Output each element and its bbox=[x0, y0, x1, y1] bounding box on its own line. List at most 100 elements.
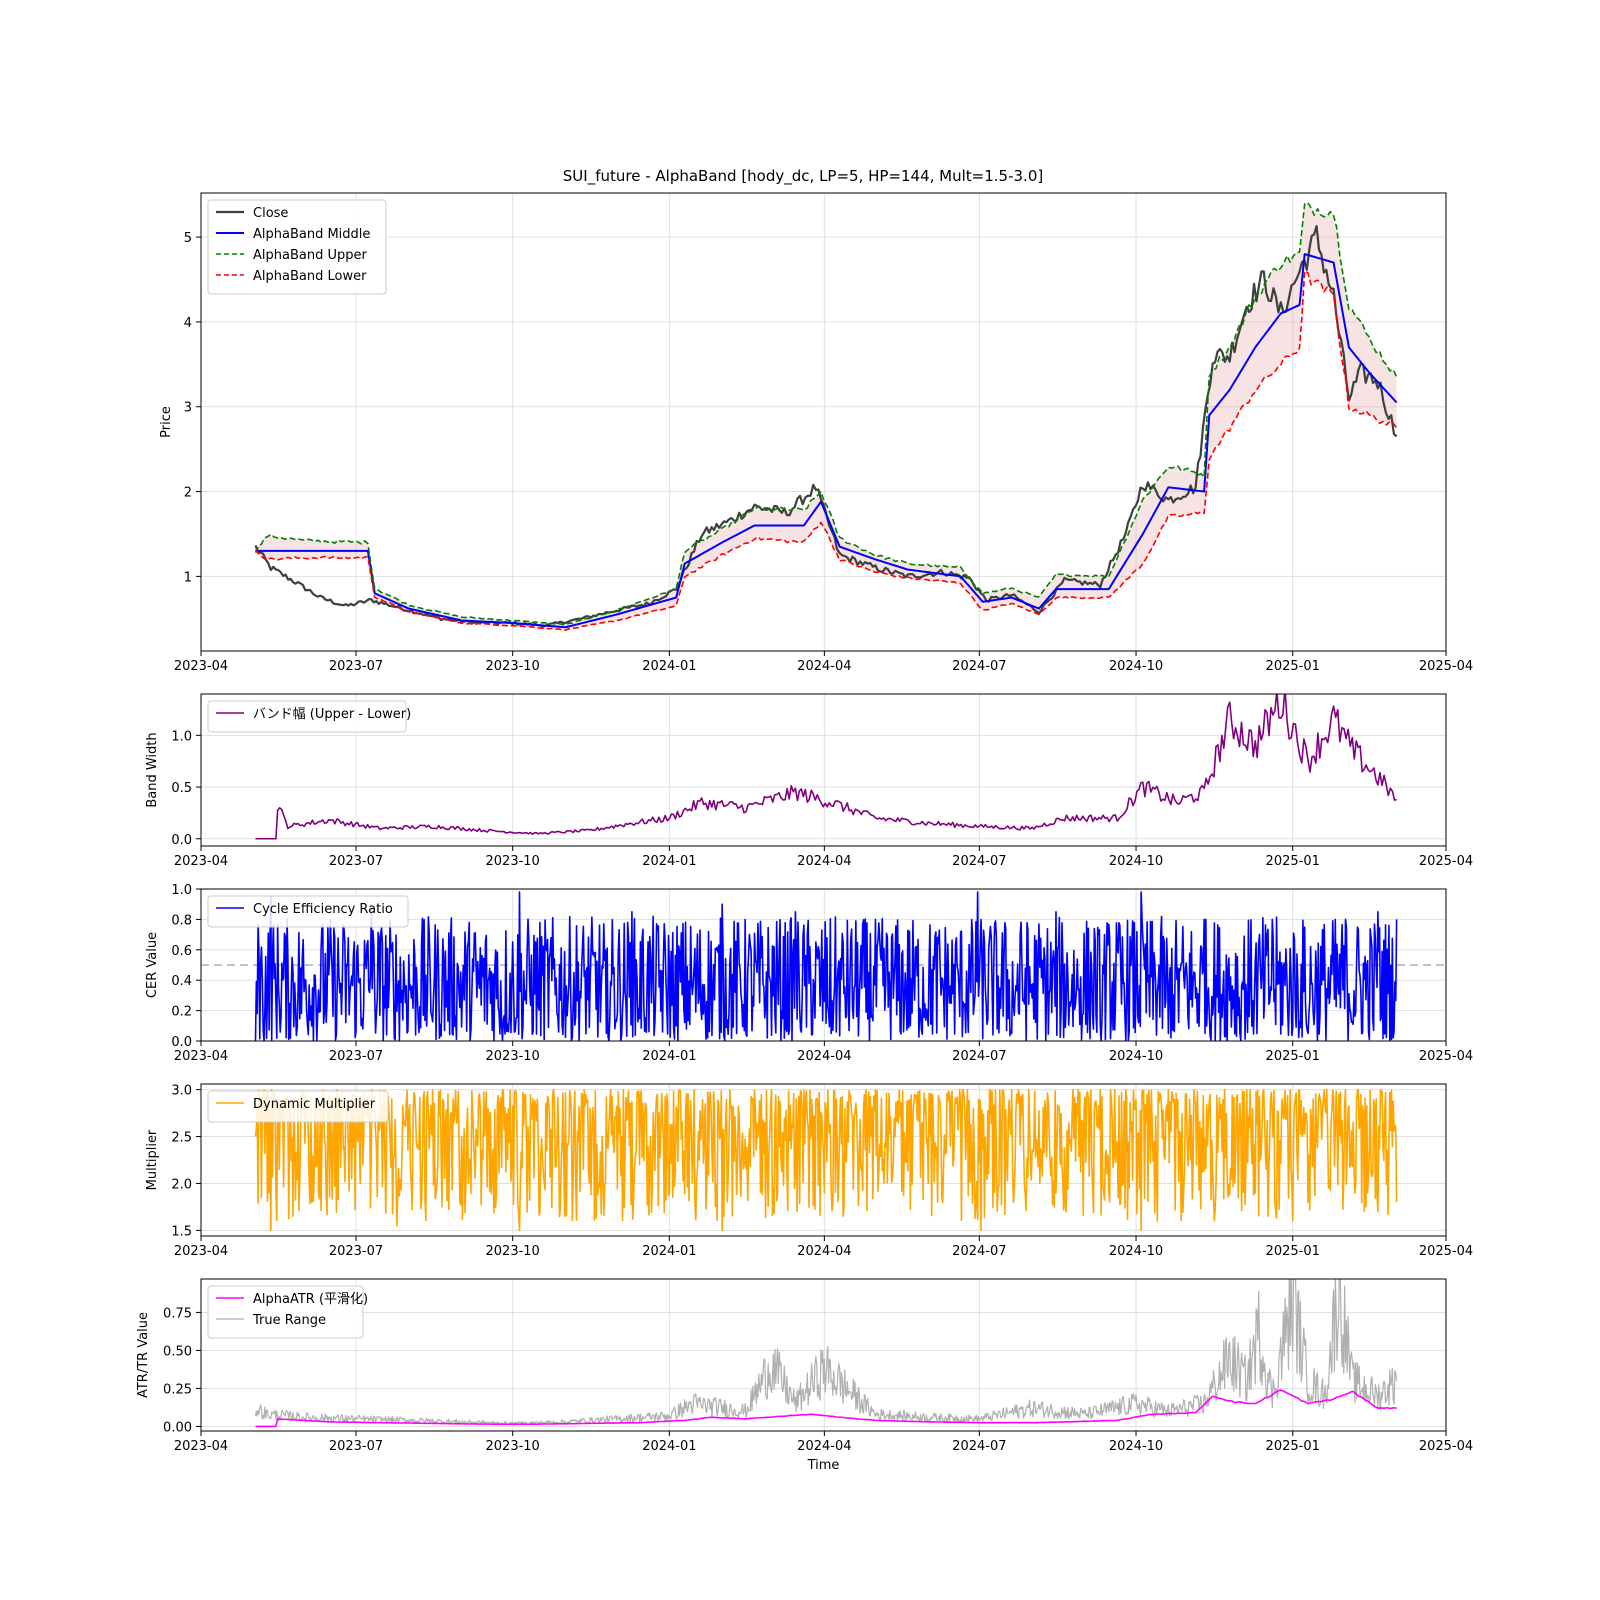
x-tick-label: 2024-04 bbox=[797, 659, 851, 674]
axes-frame bbox=[200, 888, 1447, 1042]
y-axis-label: Price bbox=[159, 406, 174, 438]
y-axis-label: Band Width bbox=[145, 732, 160, 807]
x-tick-label: 2025-01 bbox=[1266, 1244, 1320, 1259]
x-tick-label: 2024-01 bbox=[642, 1244, 696, 1259]
x-tick-label: 2024-07 bbox=[952, 854, 1006, 869]
legend-label: Close bbox=[253, 206, 288, 221]
legend: Cycle Efficiency Ratio bbox=[207, 895, 409, 928]
legend-label: True Range bbox=[252, 1313, 326, 1328]
series-line-true-range bbox=[254, 1279, 1398, 1426]
y-tick-label: 1 bbox=[184, 570, 192, 585]
series-line--upper-lower- bbox=[255, 694, 1397, 840]
y-tick-label: 0.50 bbox=[163, 1344, 192, 1359]
atr-panel: 2023-04 2023-07 2023-10 2024-01 2024-04 2024-… bbox=[136, 1278, 1473, 1473]
x-tick-label: 2024-04 bbox=[797, 854, 851, 869]
x-tick-label: 2025-01 bbox=[1266, 1439, 1320, 1454]
y-tick-label: 0.8 bbox=[171, 913, 192, 928]
y-tick-label: 4 bbox=[184, 316, 192, 331]
series-line-cycle-efficiency-ratio bbox=[254, 891, 1398, 1041]
x-tick-label: 2024-04 bbox=[797, 1439, 851, 1454]
x-tick-label: 2023-04 bbox=[174, 659, 228, 674]
band-width-panel: 2023-04 2023-07 2023-10 2024-01 2024-04 2024-… bbox=[145, 693, 1473, 869]
x-tick-label: 2024-10 bbox=[1109, 1439, 1163, 1454]
axes-frame bbox=[200, 1278, 1447, 1432]
x-tick-label: 2024-10 bbox=[1109, 1244, 1163, 1259]
x-tick-label: 2024-07 bbox=[952, 1244, 1006, 1259]
x-tick-label: 2025-04 bbox=[1419, 1049, 1473, 1064]
series-line-alphaband-middle bbox=[255, 253, 1398, 629]
y-tick-label: 5 bbox=[184, 231, 192, 246]
x-tick-label: 2025-04 bbox=[1419, 1439, 1473, 1454]
y-tick-label: 0.25 bbox=[163, 1382, 192, 1397]
x-tick-label: 2025-01 bbox=[1266, 659, 1320, 674]
y-axis-label: CER Value bbox=[145, 932, 160, 998]
y-tick-label: 0.5 bbox=[171, 781, 192, 796]
y-tick-label: 0.00 bbox=[163, 1420, 192, 1435]
x-tick-label: 2024-10 bbox=[1109, 854, 1163, 869]
x-tick-label: 2024-10 bbox=[1109, 1049, 1163, 1064]
multiplier-panel: 2023-04 2023-07 2023-10 2024-01 2024-04 2024-… bbox=[145, 1083, 1473, 1259]
series-line-dynamic-multiplier bbox=[254, 1088, 1398, 1232]
legend-label: AlphaBand Middle bbox=[253, 227, 370, 242]
x-axis-label: Time bbox=[807, 1458, 840, 1473]
x-tick-label: 2025-01 bbox=[1266, 854, 1320, 869]
y-axis-label: Multiplier bbox=[145, 1129, 160, 1190]
x-tick-label: 2023-07 bbox=[329, 1244, 383, 1259]
y-tick-label: 2.5 bbox=[171, 1131, 192, 1146]
series-line-alphaband-lower bbox=[254, 270, 1398, 632]
x-tick-label: 2023-07 bbox=[329, 659, 383, 674]
series-line-alphaatr- bbox=[255, 1389, 1397, 1428]
x-tick-label: 2023-04 bbox=[174, 1439, 228, 1454]
x-tick-label: 2025-01 bbox=[1266, 1049, 1320, 1064]
x-tick-label: 2025-04 bbox=[1419, 659, 1473, 674]
x-tick-label: 2025-04 bbox=[1419, 1244, 1473, 1259]
price-panel: 2023-04 2023-07 2023-10 2024-01 2024-04 2024-… bbox=[159, 192, 1473, 674]
x-tick-label: 2024-04 bbox=[797, 1049, 851, 1064]
y-tick-label: 1.0 bbox=[171, 883, 192, 898]
x-tick-label: 2023-10 bbox=[486, 1049, 540, 1064]
figure-title: SUI_future - AlphaBand [hody_dc, LP=5, H… bbox=[563, 167, 1043, 186]
x-tick-label: 2023-04 bbox=[174, 1244, 228, 1259]
y-tick-label: 2.0 bbox=[171, 1177, 192, 1192]
legend: AlphaATR (平滑化) True Range bbox=[207, 1285, 368, 1339]
x-tick-label: 2023-10 bbox=[486, 659, 540, 674]
legend-label: AlphaBand Lower bbox=[253, 269, 367, 284]
x-tick-label: 2023-07 bbox=[329, 1439, 383, 1454]
band-fill bbox=[255, 202, 1397, 631]
legend-label: バンド幅 (Upper - Lower) bbox=[253, 707, 411, 722]
x-tick-label: 2024-04 bbox=[797, 1244, 851, 1259]
y-tick-label: 3.0 bbox=[171, 1084, 192, 1099]
y-tick-label: 0.0 bbox=[171, 833, 192, 848]
series-line-alphaband-upper bbox=[254, 201, 1398, 626]
legend-label: AlphaBand Upper bbox=[253, 248, 367, 263]
y-axis-label: ATR/TR Value bbox=[136, 1312, 151, 1398]
legend: Dynamic Multiplier bbox=[207, 1090, 389, 1123]
y-tick-label: 0.0 bbox=[171, 1035, 192, 1050]
x-tick-label: 2024-01 bbox=[642, 854, 696, 869]
legend: バンド幅 (Upper - Lower) bbox=[207, 700, 411, 733]
x-tick-label: 2023-10 bbox=[486, 1439, 540, 1454]
x-tick-label: 2024-10 bbox=[1109, 659, 1163, 674]
legend-label: Cycle Efficiency Ratio bbox=[253, 902, 393, 917]
x-tick-label: 2023-10 bbox=[486, 1244, 540, 1259]
x-tick-label: 2024-01 bbox=[642, 1439, 696, 1454]
x-tick-label: 2023-10 bbox=[486, 854, 540, 869]
y-tick-label: 0.75 bbox=[163, 1306, 192, 1321]
axes-frame bbox=[200, 693, 1447, 847]
y-tick-label: 0.4 bbox=[171, 974, 192, 989]
x-tick-label: 2024-07 bbox=[952, 659, 1006, 674]
x-tick-label: 2023-07 bbox=[329, 1049, 383, 1064]
x-tick-label: 2023-04 bbox=[174, 1049, 228, 1064]
y-tick-label: 1.5 bbox=[171, 1224, 192, 1239]
x-tick-label: 2024-01 bbox=[642, 1049, 696, 1064]
x-tick-label: 2024-01 bbox=[642, 659, 696, 674]
x-tick-label: 2025-04 bbox=[1419, 854, 1473, 869]
y-tick-label: 0.6 bbox=[171, 944, 192, 959]
legend-label: AlphaATR (平滑化) bbox=[253, 1292, 368, 1307]
legend-label: Dynamic Multiplier bbox=[253, 1097, 376, 1112]
y-tick-label: 2 bbox=[184, 486, 192, 501]
axes-frame bbox=[200, 192, 1447, 652]
y-tick-label: 0.2 bbox=[171, 1005, 192, 1020]
x-tick-label: 2024-07 bbox=[952, 1049, 1006, 1064]
